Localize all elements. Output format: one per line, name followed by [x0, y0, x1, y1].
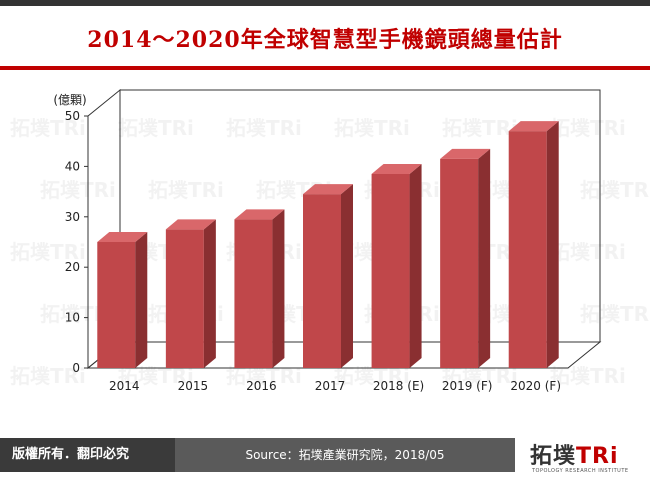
- y-tick-label: 0: [72, 361, 80, 375]
- bar: [165, 219, 216, 368]
- source-text: Source：拓墣產業研究院，2018/05: [175, 438, 515, 472]
- bar-side: [478, 148, 491, 368]
- logo-wordmark: 拓墣TRi: [530, 438, 619, 470]
- y-tick-label: 50: [65, 109, 80, 123]
- bar: [303, 184, 353, 368]
- bar-top: [508, 121, 559, 132]
- bar: [508, 121, 559, 369]
- x-axis-labels: 2014 2015 2016 2017 2018 (E) 2019 (F) 2020 (F): [109, 379, 561, 393]
- watermark-mark: 拓墣TRi: [442, 116, 518, 140]
- bar-top: [303, 184, 353, 195]
- top-bar: [0, 0, 650, 6]
- x-tick-label: 2016: [246, 379, 277, 393]
- logo-subtitle: TOPOLOGY RESEARCH INSTITUTE: [532, 468, 629, 474]
- y-tick-label: 30: [65, 210, 80, 224]
- bar-front: [303, 194, 341, 368]
- watermark-mark: 拓墣TRi: [40, 178, 116, 202]
- bar-top: [234, 209, 285, 220]
- logo-text-a: 拓墣: [530, 444, 577, 469]
- x-tick-label: 2020 (F): [510, 379, 561, 393]
- bar-top: [440, 148, 491, 159]
- bar-front: [371, 173, 410, 368]
- bar-side: [341, 184, 353, 368]
- watermark-mark: 拓墣TRi: [10, 364, 86, 388]
- x-tick-label: 2017: [315, 379, 346, 393]
- bar-top: [97, 232, 148, 242]
- bar-side: [546, 121, 559, 369]
- watermark-mark: 拓墣TRi: [10, 240, 86, 264]
- tri-logo: 拓墣TRi TOPOLOGY RESEARCH INSTITUTE: [530, 438, 640, 478]
- bar-side: [272, 209, 285, 368]
- bar-side: [135, 232, 148, 368]
- x-tick-label: 2014: [109, 379, 140, 393]
- bar-side: [409, 163, 422, 368]
- bar: [371, 163, 422, 368]
- watermark-mark: 拓墣TRi: [580, 302, 650, 326]
- y-unit-label: (億顆): [53, 93, 86, 107]
- watermark-mark: 拓墣TRi: [148, 178, 224, 202]
- bar-side: [203, 219, 216, 368]
- watermark-mark: 拓墣TRi: [118, 116, 194, 140]
- bar-front: [97, 242, 136, 368]
- footer: 版權所有．翻印必究 Source：拓墣產業研究院，2018/05 拓墣TRi T…: [0, 438, 650, 485]
- rights-text: 版權所有．翻印必究: [0, 438, 175, 472]
- y-tick-label: 20: [65, 260, 80, 274]
- bar: [440, 148, 491, 368]
- watermark-mark: 拓墣TRi: [226, 116, 302, 140]
- watermark-mark: 拓墣TRi: [334, 116, 410, 140]
- bar-chart: 拓墣TRi 拓墣TRi 拓墣TRi 拓墣TRi 拓墣TRi 拓墣TRi 拓墣TRi 拓墣TRi…: [10, 88, 650, 393]
- bar-front: [165, 229, 204, 368]
- page-title: 2014～2020年全球智慧型手機鏡頭總量估計: [87, 27, 563, 53]
- bar-top: [371, 163, 422, 174]
- x-tick-label: 2019 (F): [442, 379, 493, 393]
- y-tick-label: 10: [65, 311, 80, 325]
- bar: [234, 209, 285, 368]
- watermark-mark: 拓墣TRi: [550, 240, 626, 264]
- bar-front: [440, 158, 479, 368]
- bar-front: [508, 131, 547, 368]
- x-tick-label: 2015: [178, 379, 209, 393]
- bar-top: [165, 219, 216, 230]
- bars: [97, 121, 559, 369]
- watermark-mark: 拓墣TRi: [580, 178, 650, 202]
- bar-front: [234, 219, 273, 368]
- watermark-mark: 拓墣TRi: [550, 116, 626, 140]
- title-rule: [0, 66, 650, 70]
- watermark-mark: 拓墣TRi: [10, 116, 86, 140]
- y-tick-label: 40: [65, 159, 80, 173]
- logo-text-b: TRi: [576, 444, 619, 469]
- y-axis: (億顆) 0 10 20 30 40 50: [53, 93, 88, 375]
- x-tick-label: 2018 (E): [373, 379, 424, 393]
- bar: [97, 232, 148, 368]
